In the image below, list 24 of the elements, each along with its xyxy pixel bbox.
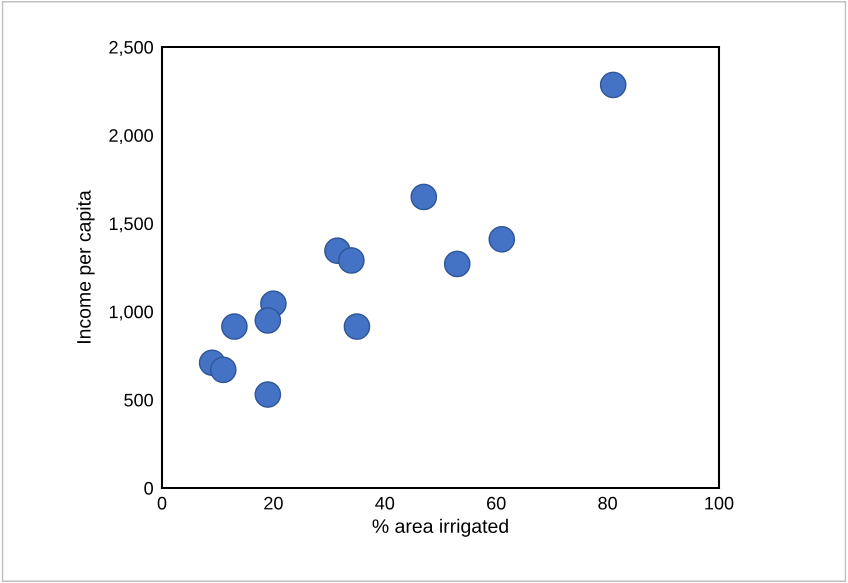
x-tick-label: 20: [264, 496, 283, 510]
x-tick-label: 60: [487, 496, 506, 510]
x-tick-label: 0: [158, 496, 166, 510]
point: [221, 313, 248, 340]
y-tick-label: 2,500: [109, 40, 153, 56]
point: [444, 250, 471, 278]
y-tick-label: 2,000: [109, 129, 153, 144]
x-tick-label: 40: [375, 496, 394, 510]
x-tick-label: 100: [705, 496, 734, 510]
point: [600, 72, 626, 98]
y-tick-label: 0: [144, 482, 153, 495]
point: [338, 247, 365, 274]
point: [488, 226, 516, 253]
point: [344, 313, 370, 340]
point: [254, 381, 282, 408]
y-tick-label: 1,500: [110, 217, 153, 232]
y-axis-title: Income per capita: [76, 190, 95, 343]
x-tick-label: 80: [598, 496, 617, 510]
point: [254, 307, 282, 334]
point: [410, 184, 438, 210]
y-tick-label: 1,000: [110, 306, 153, 320]
point: [210, 356, 237, 384]
y-tick-label: 500: [124, 394, 153, 407]
x-axis-title: % area irrigated: [372, 518, 508, 537]
